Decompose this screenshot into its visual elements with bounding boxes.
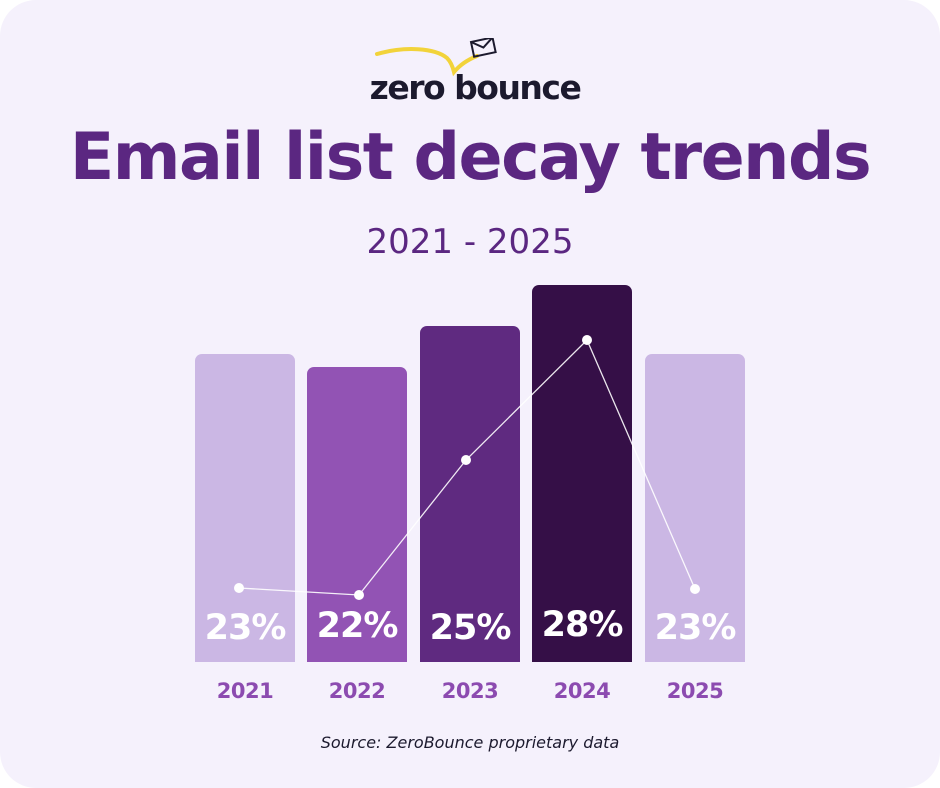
- brand-wordmark: zero bounce: [369, 68, 582, 107]
- bar-2024: 28%: [532, 285, 632, 662]
- x-axis-label-2021: 2021: [216, 679, 274, 703]
- date-range-subtitle: 2021 - 2025: [366, 222, 574, 262]
- x-axis-label-2023: 2023: [441, 679, 499, 703]
- bar-2023: 25%: [420, 326, 520, 662]
- bar-2022: 22%: [307, 367, 407, 662]
- bar-value-label: 28%: [541, 605, 624, 645]
- bar-value-label: 23%: [204, 608, 287, 648]
- envelope-icon: [469, 38, 497, 58]
- bar-2021: 23%: [195, 354, 295, 662]
- x-axis-label-2024: 2024: [553, 679, 611, 703]
- page-title: Email list decay trends: [69, 120, 872, 195]
- bar-2025: 23%: [645, 354, 745, 662]
- bar-value-label: 22%: [316, 606, 399, 646]
- zerobounce-logo: zero bounce: [355, 38, 595, 110]
- bar-value-label: 25%: [429, 608, 512, 648]
- source-note: Source: ZeroBounce proprietary data: [320, 733, 620, 752]
- swoosh-icon: [375, 47, 479, 77]
- x-axis-label-2025: 2025: [666, 679, 724, 703]
- bar-value-label: 23%: [654, 608, 737, 648]
- x-axis-label-2022: 2022: [328, 679, 386, 703]
